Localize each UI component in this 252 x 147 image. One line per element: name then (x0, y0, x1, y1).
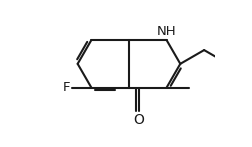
Text: O: O (134, 112, 144, 127)
Text: F: F (63, 81, 71, 94)
Text: NH: NH (157, 25, 176, 38)
